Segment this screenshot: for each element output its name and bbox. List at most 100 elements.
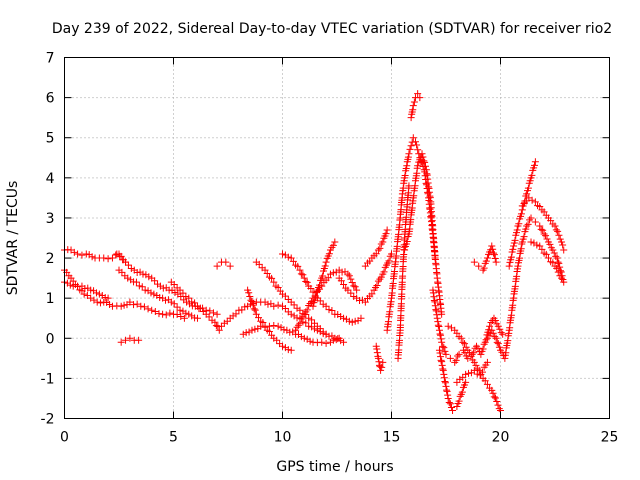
- data-point: [245, 328, 253, 336]
- data-point: [251, 306, 259, 314]
- data-point: [112, 251, 120, 259]
- data-point: [241, 303, 249, 311]
- data-point: [245, 289, 253, 297]
- data-point: [431, 254, 439, 262]
- data-point: [307, 284, 315, 292]
- data-point: [100, 254, 108, 262]
- data-point: [318, 338, 326, 346]
- data-point: [345, 272, 353, 280]
- series-arc-31: [527, 238, 566, 282]
- data-point: [439, 342, 447, 350]
- data-point: [453, 378, 461, 386]
- data-point: [406, 145, 414, 153]
- data-point: [351, 283, 359, 291]
- series-arc-8: [213, 258, 234, 270]
- data-point: [439, 365, 447, 373]
- data-point: [523, 222, 531, 230]
- data-point: [494, 401, 502, 409]
- data-point: [414, 146, 422, 154]
- data-point: [340, 338, 348, 346]
- data-point: [322, 330, 330, 338]
- data-point: [437, 335, 445, 343]
- data-point: [554, 227, 562, 235]
- data-point: [407, 142, 415, 150]
- data-point: [491, 333, 499, 341]
- data-point: [347, 275, 355, 283]
- data-point: [490, 393, 498, 401]
- data-point: [92, 289, 100, 297]
- data-point: [404, 153, 412, 161]
- data-point: [488, 326, 496, 334]
- data-point: [528, 196, 536, 204]
- data-point: [325, 250, 333, 258]
- data-point: [436, 330, 444, 338]
- data-point: [88, 253, 96, 261]
- data-point: [248, 326, 256, 334]
- data-point: [305, 322, 313, 330]
- data-point: [368, 290, 376, 298]
- data-point: [482, 336, 490, 344]
- data-point: [255, 314, 263, 322]
- data-point: [454, 352, 462, 360]
- data-point: [347, 289, 355, 297]
- data-point: [209, 309, 217, 317]
- data-point: [414, 162, 422, 170]
- data-point: [472, 361, 480, 369]
- data-point: [477, 350, 485, 358]
- data-point: [496, 325, 504, 333]
- data-point: [284, 346, 292, 354]
- data-point: [351, 317, 359, 325]
- data-point: [550, 249, 558, 257]
- data-point: [180, 314, 188, 322]
- data-point: [539, 226, 547, 234]
- data-point: [151, 308, 159, 316]
- data-point: [441, 377, 449, 385]
- data-point: [438, 358, 446, 366]
- data-point: [176, 286, 184, 294]
- data-point: [185, 310, 193, 318]
- data-point: [173, 310, 181, 318]
- data-point: [442, 350, 450, 358]
- data-point: [439, 366, 447, 374]
- data-point: [120, 301, 128, 309]
- data-point: [409, 106, 417, 114]
- data-point: [559, 241, 567, 249]
- y-tick-label: -1: [41, 371, 55, 387]
- series-arc-16: [335, 250, 395, 306]
- data-point: [270, 278, 278, 286]
- y-tick-label: -2: [41, 412, 55, 428]
- data-point: [420, 157, 428, 165]
- data-point: [292, 326, 300, 334]
- data-point: [459, 338, 467, 346]
- series-arc-15: [309, 238, 339, 310]
- data-point: [316, 325, 324, 333]
- data-point: [486, 322, 494, 330]
- data-point: [377, 366, 385, 374]
- data-point: [261, 322, 269, 330]
- data-point: [222, 258, 230, 266]
- data-point: [215, 326, 223, 334]
- data-point: [409, 134, 417, 142]
- data-point: [122, 258, 130, 266]
- data-point: [462, 343, 470, 351]
- series-arc-22: [401, 150, 439, 262]
- data-point: [401, 172, 409, 180]
- data-point: [250, 305, 258, 313]
- data-point: [300, 274, 308, 282]
- data-point: [116, 252, 124, 260]
- y-tick-label: 0: [46, 331, 55, 347]
- data-point: [453, 402, 461, 410]
- data-point: [551, 222, 559, 230]
- data-point: [284, 253, 292, 261]
- data-point: [524, 184, 532, 192]
- series-arc-11: [244, 286, 295, 354]
- data-point: [540, 230, 548, 238]
- data-point: [373, 281, 381, 289]
- data-point: [138, 283, 146, 291]
- series-arc-4: [113, 250, 221, 318]
- data-point: [494, 340, 502, 348]
- series-arc-23: [429, 286, 507, 366]
- data-point: [159, 310, 167, 318]
- data-point: [481, 377, 489, 385]
